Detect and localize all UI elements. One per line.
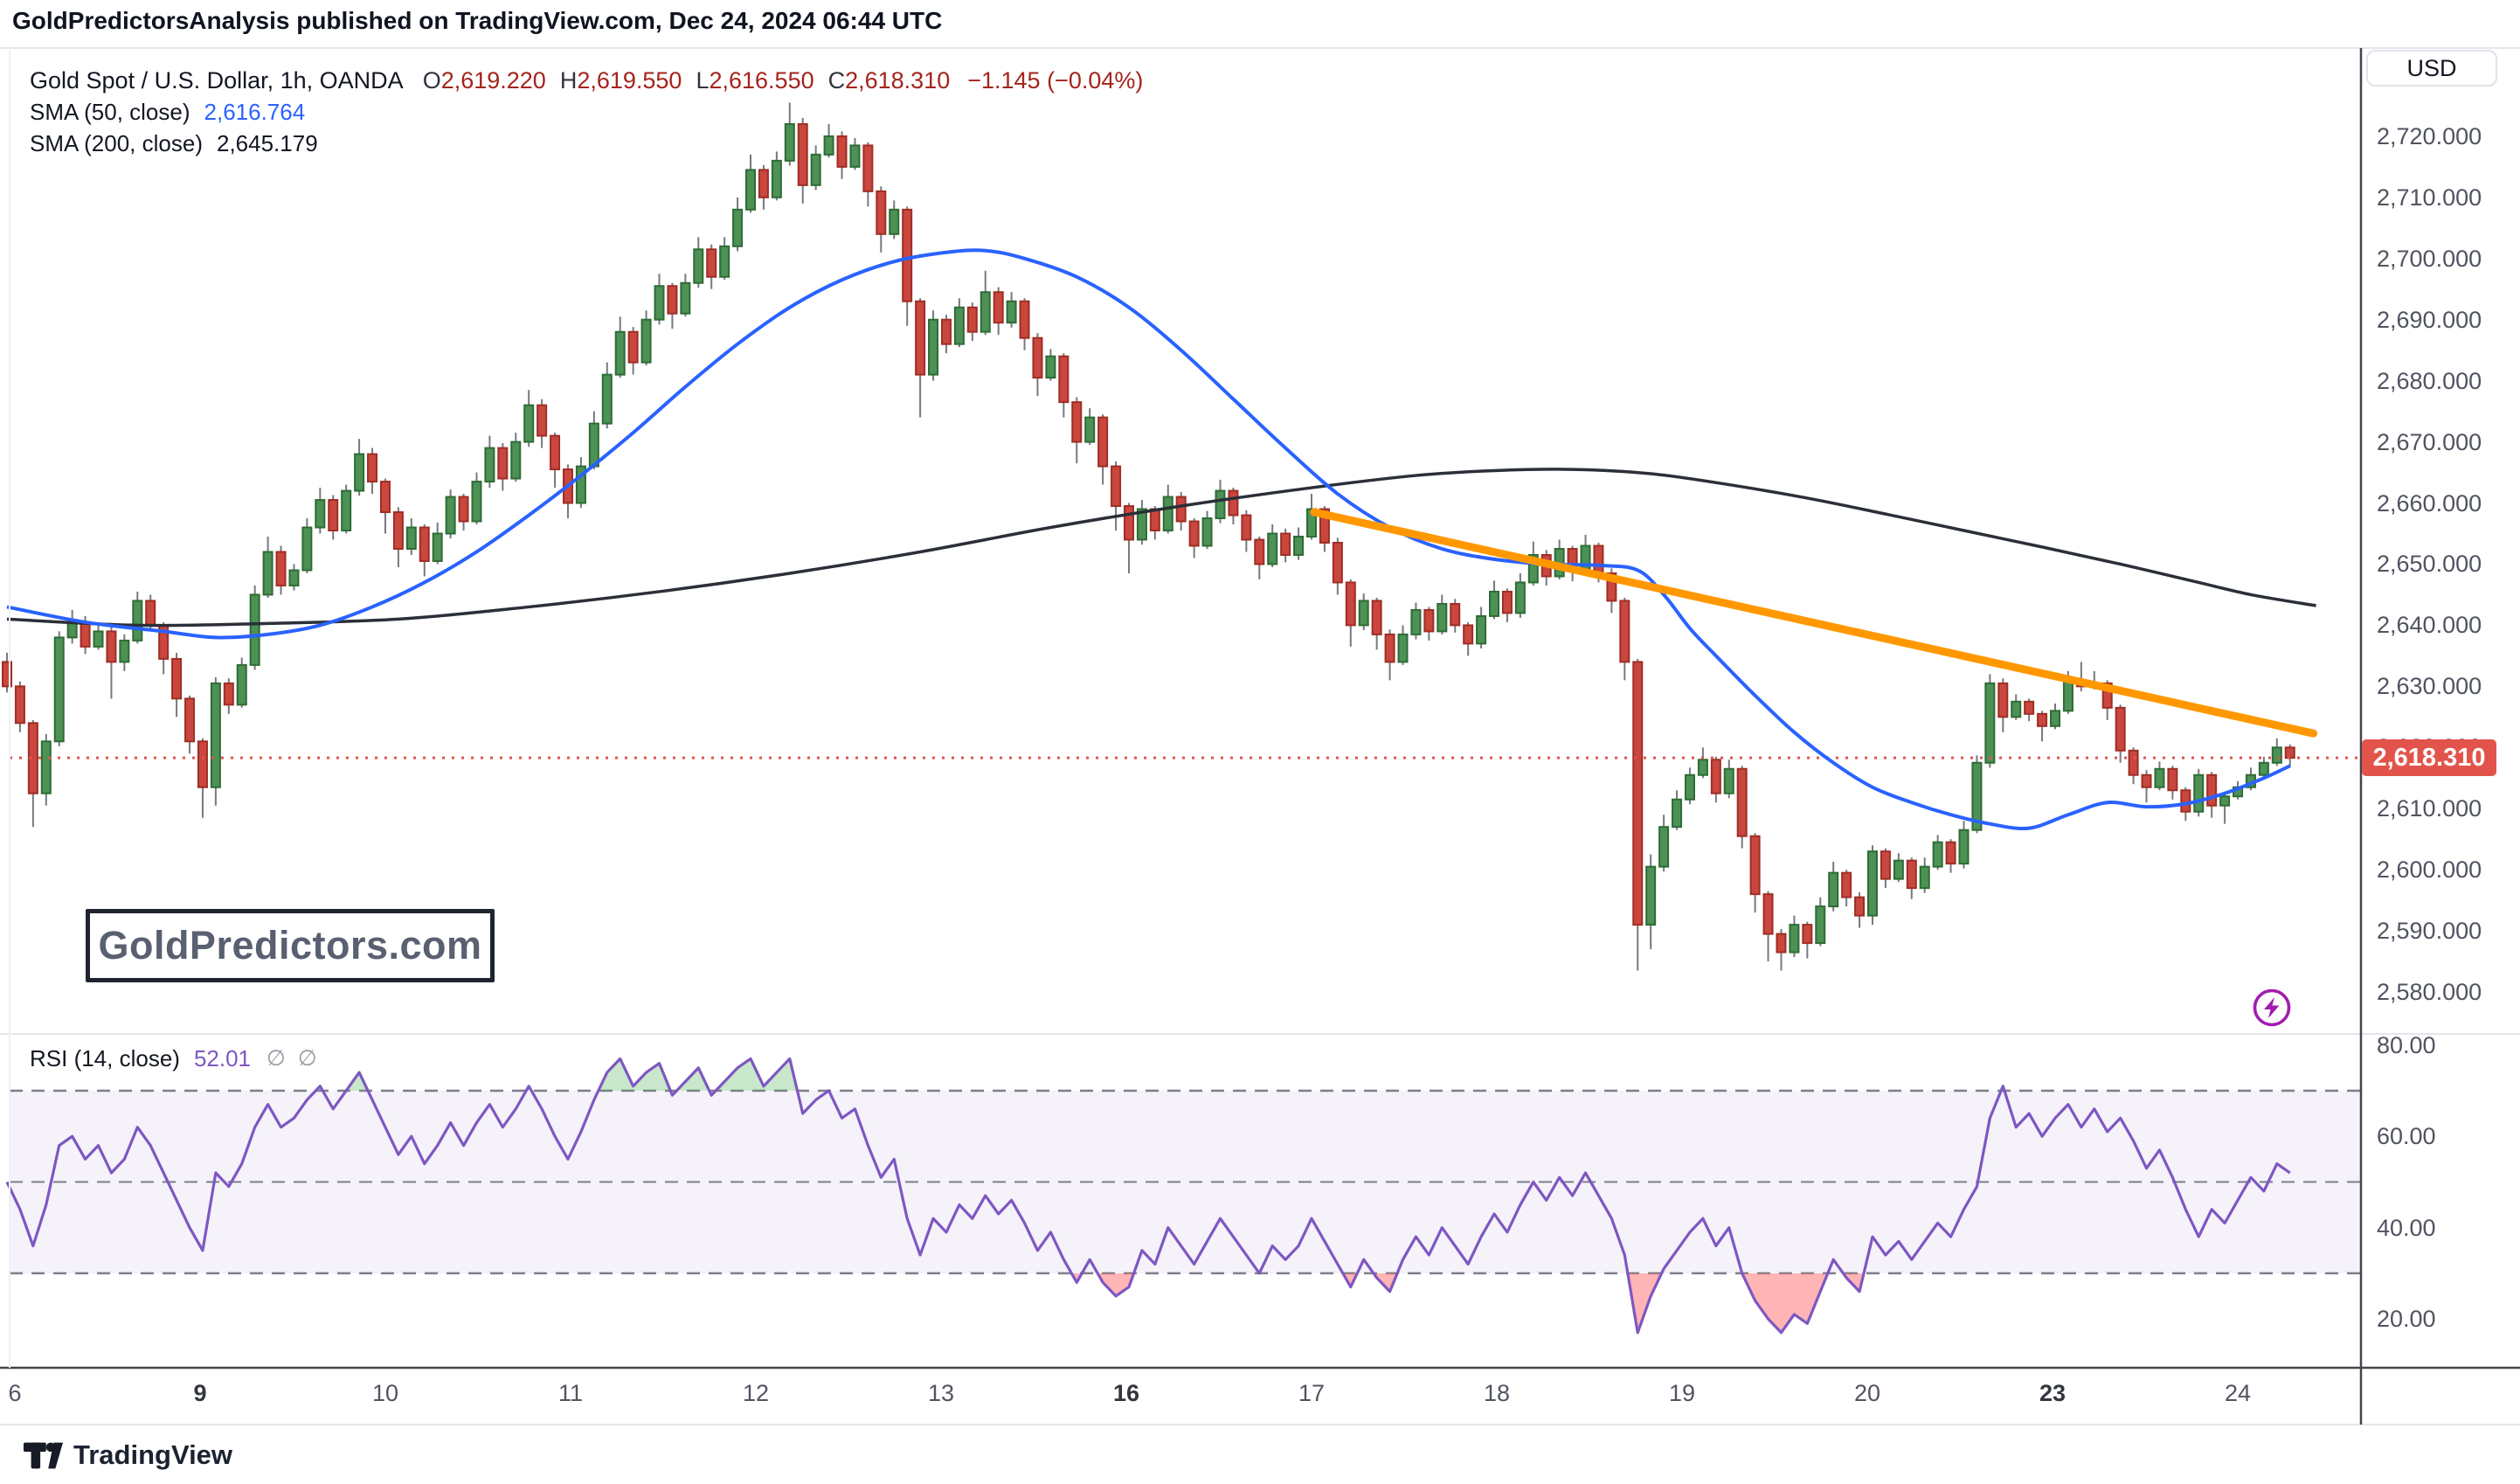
sma50-row[interactable]: SMA (50, close) 2,616.764 <box>30 96 1143 128</box>
rsi-value: 52.01 <box>193 1044 252 1071</box>
sma200-line <box>6 468 2316 628</box>
price-axis-label: 2,640.000 <box>2377 612 2482 639</box>
tradingview-logo-icon <box>23 1442 63 1469</box>
candle-bodies <box>2 122 2295 954</box>
rsi-axis-label: 60.00 <box>2377 1123 2436 1150</box>
rsi-axis-label: 80.00 <box>2377 1031 2436 1058</box>
instant-trading-bolt-icon[interactable] <box>2252 988 2292 1028</box>
time-axis-label: 17 <box>1298 1380 1326 1406</box>
time-axis-label: 18 <box>1483 1380 1511 1406</box>
publish-header: GoldPredictorsAnalysis published on Trad… <box>12 7 943 34</box>
tradingview-logo-text: TradingView <box>73 1439 233 1470</box>
goldpredictors-watermark: GoldPredictors.com <box>86 909 495 982</box>
price-axis-label: 2,600.000 <box>2377 856 2482 884</box>
time-axis-label: 6 <box>8 1380 22 1406</box>
rsi-ma2-hidden-icon: ∅ <box>297 1046 317 1071</box>
change-value: −1.145 (−0.04%) <box>967 66 1144 94</box>
time-axis-label: 23 <box>2039 1380 2067 1406</box>
price-axis-label: 2,580.000 <box>2377 979 2482 1006</box>
sma200-row[interactable]: SMA (200, close) 2,645.179 <box>30 128 1143 159</box>
candle-wicks <box>6 102 2291 971</box>
rsi-axis-label: 20.00 <box>2377 1306 2436 1333</box>
price-axis-label: 2,650.000 <box>2377 551 2482 578</box>
sma200-label: SMA (200, close) <box>30 129 203 156</box>
symbol-row: Gold Spot / U.S. Dollar, 1h, OANDA O2,61… <box>30 65 1143 96</box>
time-axis-label: 19 <box>1668 1380 1696 1406</box>
ohlc-low: L2,616.550 <box>696 66 814 94</box>
ohlc-high: H2,619.550 <box>559 66 682 94</box>
price-axis-label: 2,690.000 <box>2377 306 2482 333</box>
rsi-band <box>10 1090 2361 1273</box>
ohlc-close: C2,618.310 <box>827 66 951 94</box>
price-axis-label: 2,710.000 <box>2377 184 2482 211</box>
price-axis-label: 2,610.000 <box>2377 795 2482 822</box>
price-axis-label: 2,680.000 <box>2377 367 2482 394</box>
tradingview-footer[interactable]: TradingView <box>23 1435 232 1475</box>
sma50-value: 2,616.764 <box>204 98 306 125</box>
time-axis-label: 10 <box>371 1380 398 1406</box>
watermark-text: GoldPredictors.com <box>98 923 482 967</box>
price-axis-label: 2,670.000 <box>2377 428 2482 455</box>
price-axis-label: 2,660.000 <box>2377 489 2482 517</box>
price-axis-label: 2,590.000 <box>2377 918 2482 945</box>
currency-toggle-button[interactable]: USD <box>2366 50 2497 87</box>
ohlc-open: O2,619.220 <box>422 66 546 94</box>
price-axis-label: 2,630.000 <box>2377 673 2482 700</box>
rsi-label: RSI (14, close) <box>30 1044 180 1071</box>
time-axis-label: 16 <box>1112 1380 1139 1406</box>
time-axis-label: 11 <box>557 1380 583 1406</box>
sma50-label: SMA (50, close) <box>30 98 190 125</box>
price-axis-label: 2,700.000 <box>2377 245 2482 272</box>
sma200-value: 2,645.179 <box>216 129 318 156</box>
descending-trendline[interactable] <box>1310 508 2318 738</box>
rsi-ma-hidden-icon: ∅ <box>267 1046 286 1071</box>
rsi-axis-label: 40.00 <box>2377 1214 2436 1241</box>
time-axis-label: 12 <box>742 1380 769 1406</box>
rsi-line <box>5 1057 2291 1335</box>
time-axis-label: 13 <box>927 1380 954 1406</box>
sma50-line <box>6 248 2291 831</box>
time-axis-label: 20 <box>1853 1380 1881 1406</box>
time-axis-label: 9 <box>193 1380 207 1406</box>
rsi-legend[interactable]: RSI (14, close) 52.01 ∅ ∅ <box>30 1044 329 1073</box>
main-legend: Gold Spot / U.S. Dollar, 1h, OANDA O2,61… <box>30 65 1143 159</box>
symbol-title[interactable]: Gold Spot / U.S. Dollar, 1h, OANDA <box>30 66 404 94</box>
time-axis-label: 24 <box>2224 1380 2252 1406</box>
price-axis-label: 2,720.000 <box>2377 122 2482 149</box>
last-price-tag: 2,618.310 <box>2362 739 2496 777</box>
